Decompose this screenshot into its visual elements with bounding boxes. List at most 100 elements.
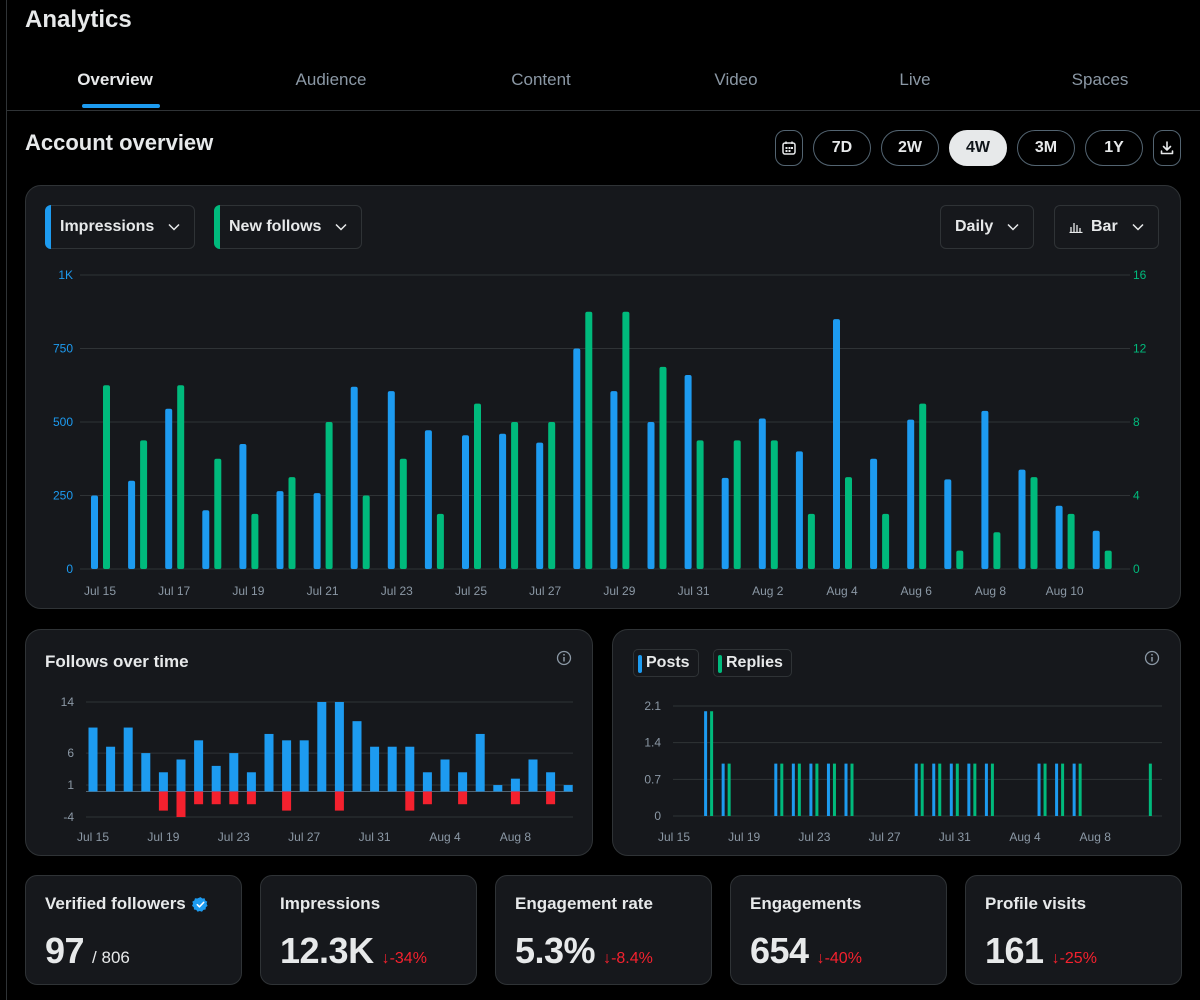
chart-type-select[interactable]: Bar bbox=[1054, 205, 1159, 249]
follows-bar bbox=[458, 772, 468, 792]
follows-bar bbox=[264, 733, 274, 792]
x-tick-label: Jul 23 bbox=[381, 584, 413, 598]
posts-bar bbox=[826, 763, 830, 816]
y-right-tick: 4 bbox=[1133, 489, 1140, 503]
follows-card-title: Follows over time bbox=[45, 652, 189, 671]
tab-live[interactable]: Live bbox=[899, 70, 931, 89]
tab-spaces[interactable]: Spaces bbox=[1071, 70, 1129, 89]
tab-audience[interactable]: Audience bbox=[295, 70, 367, 89]
posts-bar bbox=[774, 763, 778, 816]
stat-verified-followers[interactable]: Verified followers 97 / 806 bbox=[25, 875, 242, 985]
impressions-bar bbox=[981, 410, 989, 569]
impressions-bar bbox=[350, 386, 358, 569]
new-follows-bar bbox=[696, 440, 704, 569]
verified-badge-icon bbox=[191, 896, 208, 912]
impressions-bar bbox=[424, 430, 432, 569]
x-tick-label: Jul 29 bbox=[603, 584, 635, 598]
replies-bar bbox=[1148, 763, 1152, 816]
info-icon[interactable] bbox=[556, 650, 572, 666]
unfollows-bar bbox=[282, 791, 292, 811]
unfollows-bar bbox=[334, 791, 344, 811]
impressions-bar bbox=[387, 391, 395, 569]
unfollows-bar bbox=[546, 791, 556, 805]
x-tick-label: Aug 4 bbox=[429, 830, 461, 844]
y-tick: 14 bbox=[61, 695, 75, 709]
bar-chart-icon bbox=[1069, 223, 1083, 233]
stat-row: 654 ↓-40% bbox=[750, 930, 862, 972]
chart-type-label: Bar bbox=[1091, 218, 1118, 235]
posts-replies-chart: 0 0.7 1.4 2.1 Jul 15 Jul 19 Jul 23 Jul 27 Jul 31… bbox=[644, 699, 1162, 844]
new-follows-bar bbox=[140, 440, 148, 569]
replies-bar bbox=[832, 763, 836, 816]
tab-video[interactable]: Video bbox=[714, 70, 758, 89]
legend-replies-label: Replies bbox=[726, 654, 783, 671]
tab-content[interactable]: Content bbox=[511, 70, 571, 89]
legend-posts-label: Posts bbox=[646, 654, 690, 671]
stat-engagements[interactable]: Engagements 654 ↓-40% bbox=[730, 875, 947, 985]
posts-bar bbox=[1072, 763, 1076, 816]
calendar-button[interactable] bbox=[775, 130, 803, 166]
x-tick-label: Aug 8 bbox=[500, 830, 532, 844]
new-follows-bar bbox=[362, 495, 370, 569]
new-follows-bar bbox=[807, 513, 815, 569]
stat-profile-visits[interactable]: Profile visits 161 ↓-25% bbox=[965, 875, 1182, 985]
y-tick: 1 bbox=[67, 778, 74, 792]
range-1y-button[interactable]: 1Y bbox=[1085, 130, 1143, 166]
unfollows-bar bbox=[158, 791, 168, 811]
tab-overview[interactable]: Overview bbox=[77, 70, 153, 89]
follows-bar bbox=[370, 746, 380, 792]
arrow-down-icon: ↓ bbox=[816, 950, 825, 967]
download-button[interactable] bbox=[1153, 130, 1181, 166]
replies-bar bbox=[973, 763, 977, 816]
follows-bar bbox=[299, 740, 309, 792]
range-3m-button[interactable]: 3M bbox=[1017, 130, 1075, 166]
y-left-tick: 250 bbox=[53, 489, 73, 503]
secondary-metric-label: New follows bbox=[229, 218, 322, 235]
y-tick: 0 bbox=[654, 809, 661, 823]
legend-replies[interactable]: Replies bbox=[713, 649, 792, 677]
new-follows-bar bbox=[659, 366, 667, 569]
stat-engagement-rate[interactable]: Engagement rate 5.3% ↓-8.4% bbox=[495, 875, 712, 985]
primary-metric-select[interactable]: Impressions bbox=[45, 205, 196, 249]
follows-bar bbox=[194, 740, 204, 792]
x-tick-label: Jul 31 bbox=[359, 830, 391, 844]
new-follows-bar bbox=[548, 422, 556, 569]
stat-delta-value: -25% bbox=[1059, 950, 1097, 967]
impressions-bar bbox=[944, 479, 952, 569]
info-icon[interactable] bbox=[1144, 650, 1160, 666]
impressions-bar bbox=[499, 433, 507, 569]
legend-posts[interactable]: Posts bbox=[633, 649, 699, 677]
chevron-down-icon bbox=[1132, 223, 1144, 231]
impressions-bar bbox=[573, 348, 581, 569]
range-4w-button[interactable]: 4W bbox=[949, 130, 1007, 166]
new-follows-bar bbox=[993, 532, 1001, 569]
follows-over-time-chart: -4 1 6 14 Jul 15 Jul 19 Jul 23 Jul 27 Jul 31 Aug … bbox=[61, 695, 573, 844]
interval-select[interactable]: Daily bbox=[940, 205, 1035, 249]
stat-impressions[interactable]: Impressions 12.3K ↓-34% bbox=[260, 875, 477, 985]
arrow-down-icon: ↓ bbox=[1051, 950, 1060, 967]
replies-bar bbox=[955, 763, 959, 816]
range-7d-button[interactable]: 7D bbox=[813, 130, 871, 166]
follows-bar bbox=[317, 702, 327, 792]
secondary-metric-select[interactable]: New follows bbox=[214, 205, 363, 249]
replies-bar bbox=[1043, 763, 1047, 816]
replies-bar bbox=[850, 763, 854, 816]
range-selector: 7D 2W 4W 3M 1Y bbox=[775, 130, 1181, 166]
x-tick-label: Jul 17 bbox=[158, 584, 190, 598]
stat-total: / 806 bbox=[92, 948, 130, 967]
follows-bar bbox=[176, 759, 186, 792]
stat-value: 12.3K bbox=[280, 930, 374, 971]
stat-delta-value: -8.4% bbox=[611, 950, 653, 967]
new-follows-bar bbox=[585, 311, 593, 569]
stat-delta: ↓-34% bbox=[382, 950, 427, 968]
calendar-icon bbox=[782, 141, 796, 155]
follows-bar bbox=[211, 765, 221, 792]
stat-value: 161 bbox=[985, 930, 1044, 971]
posts-bar bbox=[949, 763, 953, 816]
posts-bar bbox=[914, 763, 918, 816]
new-follows-bar bbox=[288, 477, 296, 569]
x-tick-label: Aug 8 bbox=[1080, 830, 1112, 844]
stat-label: Engagements bbox=[750, 894, 862, 913]
range-2w-button[interactable]: 2W bbox=[881, 130, 939, 166]
impressions-bar bbox=[313, 493, 321, 569]
